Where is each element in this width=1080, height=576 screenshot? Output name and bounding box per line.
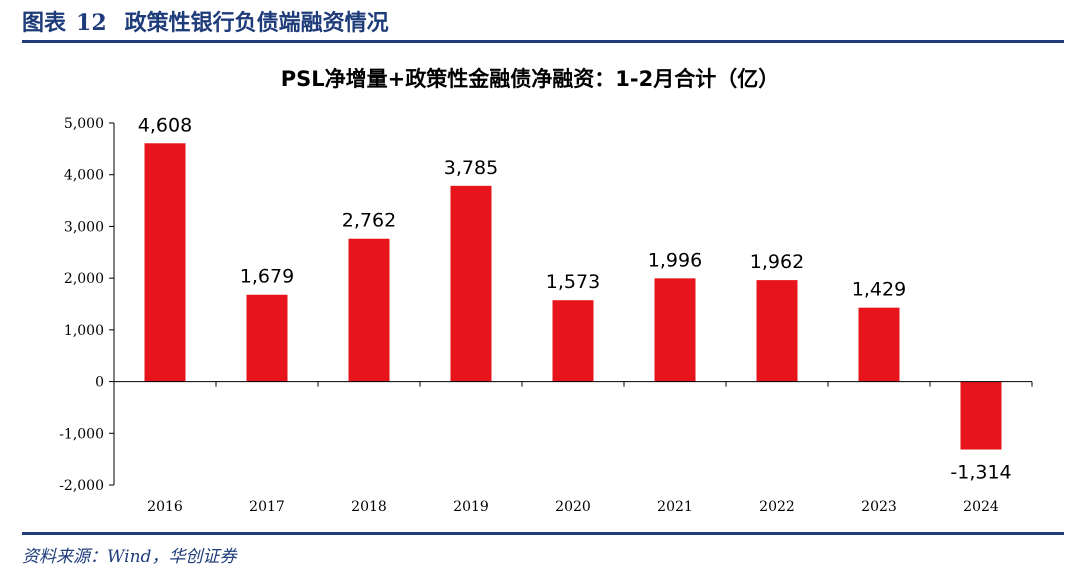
header-rule (22, 40, 1064, 43)
chart-area: PSL净增量+政策性金融债净融资：1-2月合计（亿） 5,000 4,000 3,0… (0, 44, 1080, 532)
data-label: 1,962 (750, 251, 804, 273)
x-tick-label: 2018 (351, 499, 387, 515)
data-label: 4,608 (138, 114, 192, 136)
bar (246, 294, 288, 382)
data-label: 2,762 (342, 210, 396, 232)
x-tick-label: 2016 (147, 499, 183, 515)
bar (552, 300, 594, 382)
bar (450, 185, 492, 382)
source-note: 资料来源：Wind，华创证券 (22, 547, 237, 567)
y-tick-label: -2,000 (59, 478, 104, 494)
x-tick-label: 2017 (249, 499, 285, 515)
bar (858, 307, 900, 382)
y-tick-label: 1,000 (64, 323, 104, 339)
chart-title: PSL净增量+政策性金融债净融资：1-2月合计（亿） (281, 67, 779, 91)
data-label: 3,785 (444, 157, 498, 179)
figure-title: 图表 12 政策性银行负债端融资情况 (22, 5, 389, 37)
bar-series: 4,608 1,679 2,762 3,785 1,573 1,996 1,962 1,429… (138, 114, 1012, 483)
x-tick-label: 2023 (861, 499, 897, 515)
data-label: 1,996 (648, 249, 702, 271)
y-tick-label: -1,000 (59, 426, 104, 442)
data-label: 1,679 (240, 266, 294, 288)
bar-chart: PSL净增量+政策性金融债净融资：1-2月合计（亿） 5,000 4,000 3,0… (59, 67, 1033, 515)
y-tick-label: 0 (95, 375, 104, 391)
bar (654, 278, 696, 382)
x-tick-label: 2019 (453, 499, 489, 515)
footer-rule (22, 532, 1064, 535)
y-tick-label: 5,000 (64, 116, 104, 132)
figure-footer: 资料来源：Wind，华创证券 (0, 530, 1080, 576)
figure-label: 图表 (22, 10, 67, 36)
bar (348, 238, 390, 382)
x-tick-label: 2022 (759, 499, 795, 515)
figure-caption: 政策性银行负债端融资情况 (124, 10, 389, 36)
x-tick-label: 2020 (555, 499, 591, 515)
y-tick-label: 4,000 (64, 168, 104, 184)
data-label: 1,429 (852, 279, 906, 301)
y-tick-label: 3,000 (64, 219, 104, 235)
x-tick-label: 2024 (963, 499, 999, 515)
bar (144, 143, 186, 382)
x-tick-label: 2021 (657, 499, 693, 515)
y-axis: 5,000 4,000 3,000 2,000 1,000 0 -1,000 -2,000 (59, 116, 115, 494)
bar (756, 280, 798, 382)
y-tick-label: 2,000 (64, 271, 104, 287)
data-label: 1,573 (546, 271, 600, 293)
x-axis: 2016 2017 2018 2019 2020 2021 2022 2023 2024 (113, 381, 1033, 515)
figure-number: 12 (76, 10, 107, 36)
bar (960, 381, 1002, 450)
data-label: -1,314 (950, 462, 1011, 484)
figure-header: 图表 12 政策性银行负债端融资情况 (0, 0, 1080, 44)
